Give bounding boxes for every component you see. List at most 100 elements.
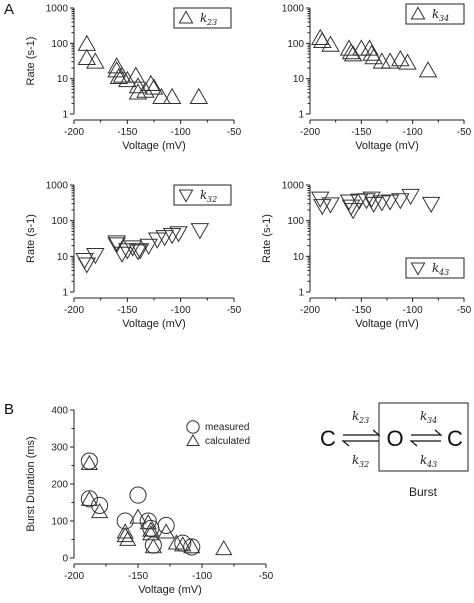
x-tick-label: -150: [351, 305, 371, 316]
x-axis-label: Voltage (mV): [355, 140, 419, 152]
legend-k34: k 34: [405, 3, 465, 25]
y-tick-label: 100: [51, 517, 68, 528]
panel-label-a: A: [4, 1, 14, 18]
data-point: [401, 188, 420, 206]
data-point-calculated: [142, 521, 160, 537]
rate-label-k32: k 32: [352, 453, 369, 469]
state-c-burst-closed: C: [447, 426, 463, 451]
data-point: [421, 196, 441, 214]
x-axis-label: Voltage (mV): [138, 584, 202, 596]
legend-burst: measured calculated: [186, 420, 250, 447]
data-point: [147, 232, 167, 249]
y-tick-label: 1000: [282, 181, 305, 192]
data-point-measured: [157, 516, 175, 535]
legend-marker-calculated: [186, 433, 200, 446]
y-axis-label: Rate (s-1): [25, 214, 37, 263]
data-point: [364, 196, 383, 214]
y-tick-label: 100: [287, 39, 304, 50]
x-tick-label: -100: [192, 571, 212, 582]
data-point: [321, 197, 340, 214]
plot-k34: -200 -150 -100 -50 1 10 100 1000 Voltage (mV) k 34: [282, 3, 472, 152]
panel-label-b: B: [4, 401, 14, 418]
svg-text:k: k: [352, 409, 359, 423]
legend-sub: 32: [207, 195, 217, 204]
data-point: [107, 237, 126, 254]
plot-burst: -200 -150 -100 -50 0 100 200 300 400 Voltage (mV)…: [25, 406, 274, 597]
data-point-calculated: [119, 530, 137, 546]
arrow-k34: [411, 429, 443, 436]
x-axis-label: Voltage (mV): [122, 140, 186, 152]
state-o-open: O: [386, 426, 403, 451]
data-point-calculated: [142, 525, 160, 541]
legend-sub: 34: [439, 14, 449, 23]
data-point: [118, 243, 137, 260]
y-tick-label: 100: [51, 216, 68, 227]
x-tick-label: -200: [300, 127, 320, 138]
legend-marker: [410, 262, 426, 276]
x-tick-label: -50: [457, 127, 472, 138]
rate-label-k34: k 34: [420, 409, 437, 425]
data-point: [380, 194, 400, 211]
data-point-calculated: [183, 538, 201, 554]
data-point: [107, 57, 126, 74]
x-tick-label: -100: [171, 305, 191, 316]
data-point: [144, 78, 164, 95]
data-point: [77, 48, 97, 65]
data-point: [189, 87, 209, 104]
svg-text:32: 32: [359, 460, 369, 469]
svg-text:34: 34: [427, 416, 437, 425]
rate-label-k23: k 23: [352, 409, 369, 425]
legend-sub: 23: [206, 18, 217, 27]
data-point-calculated: [90, 502, 109, 519]
legend-label-measured: measured: [205, 422, 249, 433]
data-point: [77, 34, 97, 51]
y-tick-label: 200: [51, 480, 68, 491]
legend-k23: k 23: [173, 7, 232, 29]
y-tick-label: 1: [298, 110, 304, 121]
data-point: [107, 235, 126, 252]
data-point: [339, 194, 359, 211]
data-point: [398, 53, 417, 70]
data-point: [141, 74, 161, 91]
data-point-calculated: [157, 523, 175, 539]
data-point: [313, 199, 332, 216]
y-axis-label: Rate (s-1): [261, 214, 273, 263]
data-point: [190, 223, 210, 240]
data-point: [86, 52, 105, 69]
y-tick-label: 1: [298, 288, 304, 299]
x-tick-label: -100: [403, 127, 423, 138]
x-tick-label: -100: [171, 127, 191, 138]
data-point-calculated: [139, 514, 157, 530]
y-tick-label: 100: [51, 39, 68, 50]
burst-caption: Burst: [409, 485, 438, 499]
plot-k32: -200 -150 -100 -50 1 10 100 1000 Voltage (mV) Rat…: [25, 181, 242, 331]
x-tick-label: -150: [351, 127, 371, 138]
data-point: [123, 240, 142, 257]
y-tick-label: 400: [51, 406, 68, 417]
data-point: [162, 87, 182, 104]
arrow-k32: [341, 440, 379, 447]
y-axis-label: Burst Duration (ms): [25, 436, 37, 531]
y-tick-label: 10: [293, 74, 305, 85]
data-point: [86, 248, 105, 265]
data-point: [360, 39, 379, 56]
data-point: [343, 45, 363, 62]
data-point-calculated: [174, 536, 192, 552]
data-point-calculated: [167, 534, 186, 550]
y-tick-label: 100: [287, 216, 304, 227]
y-tick-label: 1000: [46, 181, 69, 192]
data-point: [128, 83, 148, 100]
x-tick-label: -150: [117, 127, 137, 138]
state-c-closed: C: [320, 426, 336, 451]
y-axis-label: Rate (s-1): [25, 37, 37, 86]
data-point: [136, 81, 155, 98]
rate-label-k43: k 43: [420, 453, 437, 469]
x-tick-label: -50: [457, 305, 472, 316]
legend-marker: [178, 189, 194, 203]
data-point: [364, 47, 383, 65]
data-point-calculated: [80, 454, 99, 470]
y-tick-label: 10: [57, 252, 69, 263]
plots-layer: -200 -150 -100 -50 1 10 100 1000 Voltage (mV) Rat…: [25, 3, 472, 597]
plot-k23: -200 -150 -100 -50 1 10 100 1000 Voltage (mV) Rat…: [25, 4, 242, 153]
